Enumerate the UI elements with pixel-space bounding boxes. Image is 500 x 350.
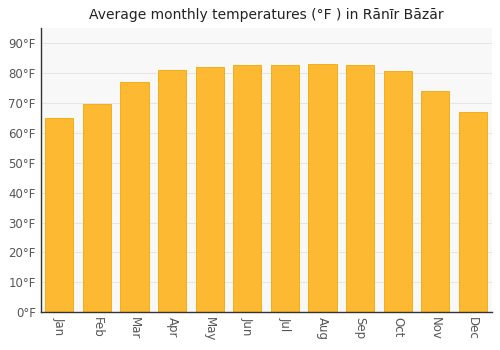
Bar [459,112,487,313]
Bar [83,104,111,313]
Title: Average monthly temperatures (°F ) in Rānīr Bāzār: Average monthly temperatures (°F ) in Rā… [89,8,444,22]
Bar [120,82,148,313]
Bar [196,66,224,313]
Bar [46,118,74,313]
Bar [346,65,374,313]
Bar [384,71,412,313]
Bar [271,65,299,313]
Bar [421,91,450,313]
Bar [233,65,262,313]
Bar [158,70,186,313]
Bar [308,64,336,313]
